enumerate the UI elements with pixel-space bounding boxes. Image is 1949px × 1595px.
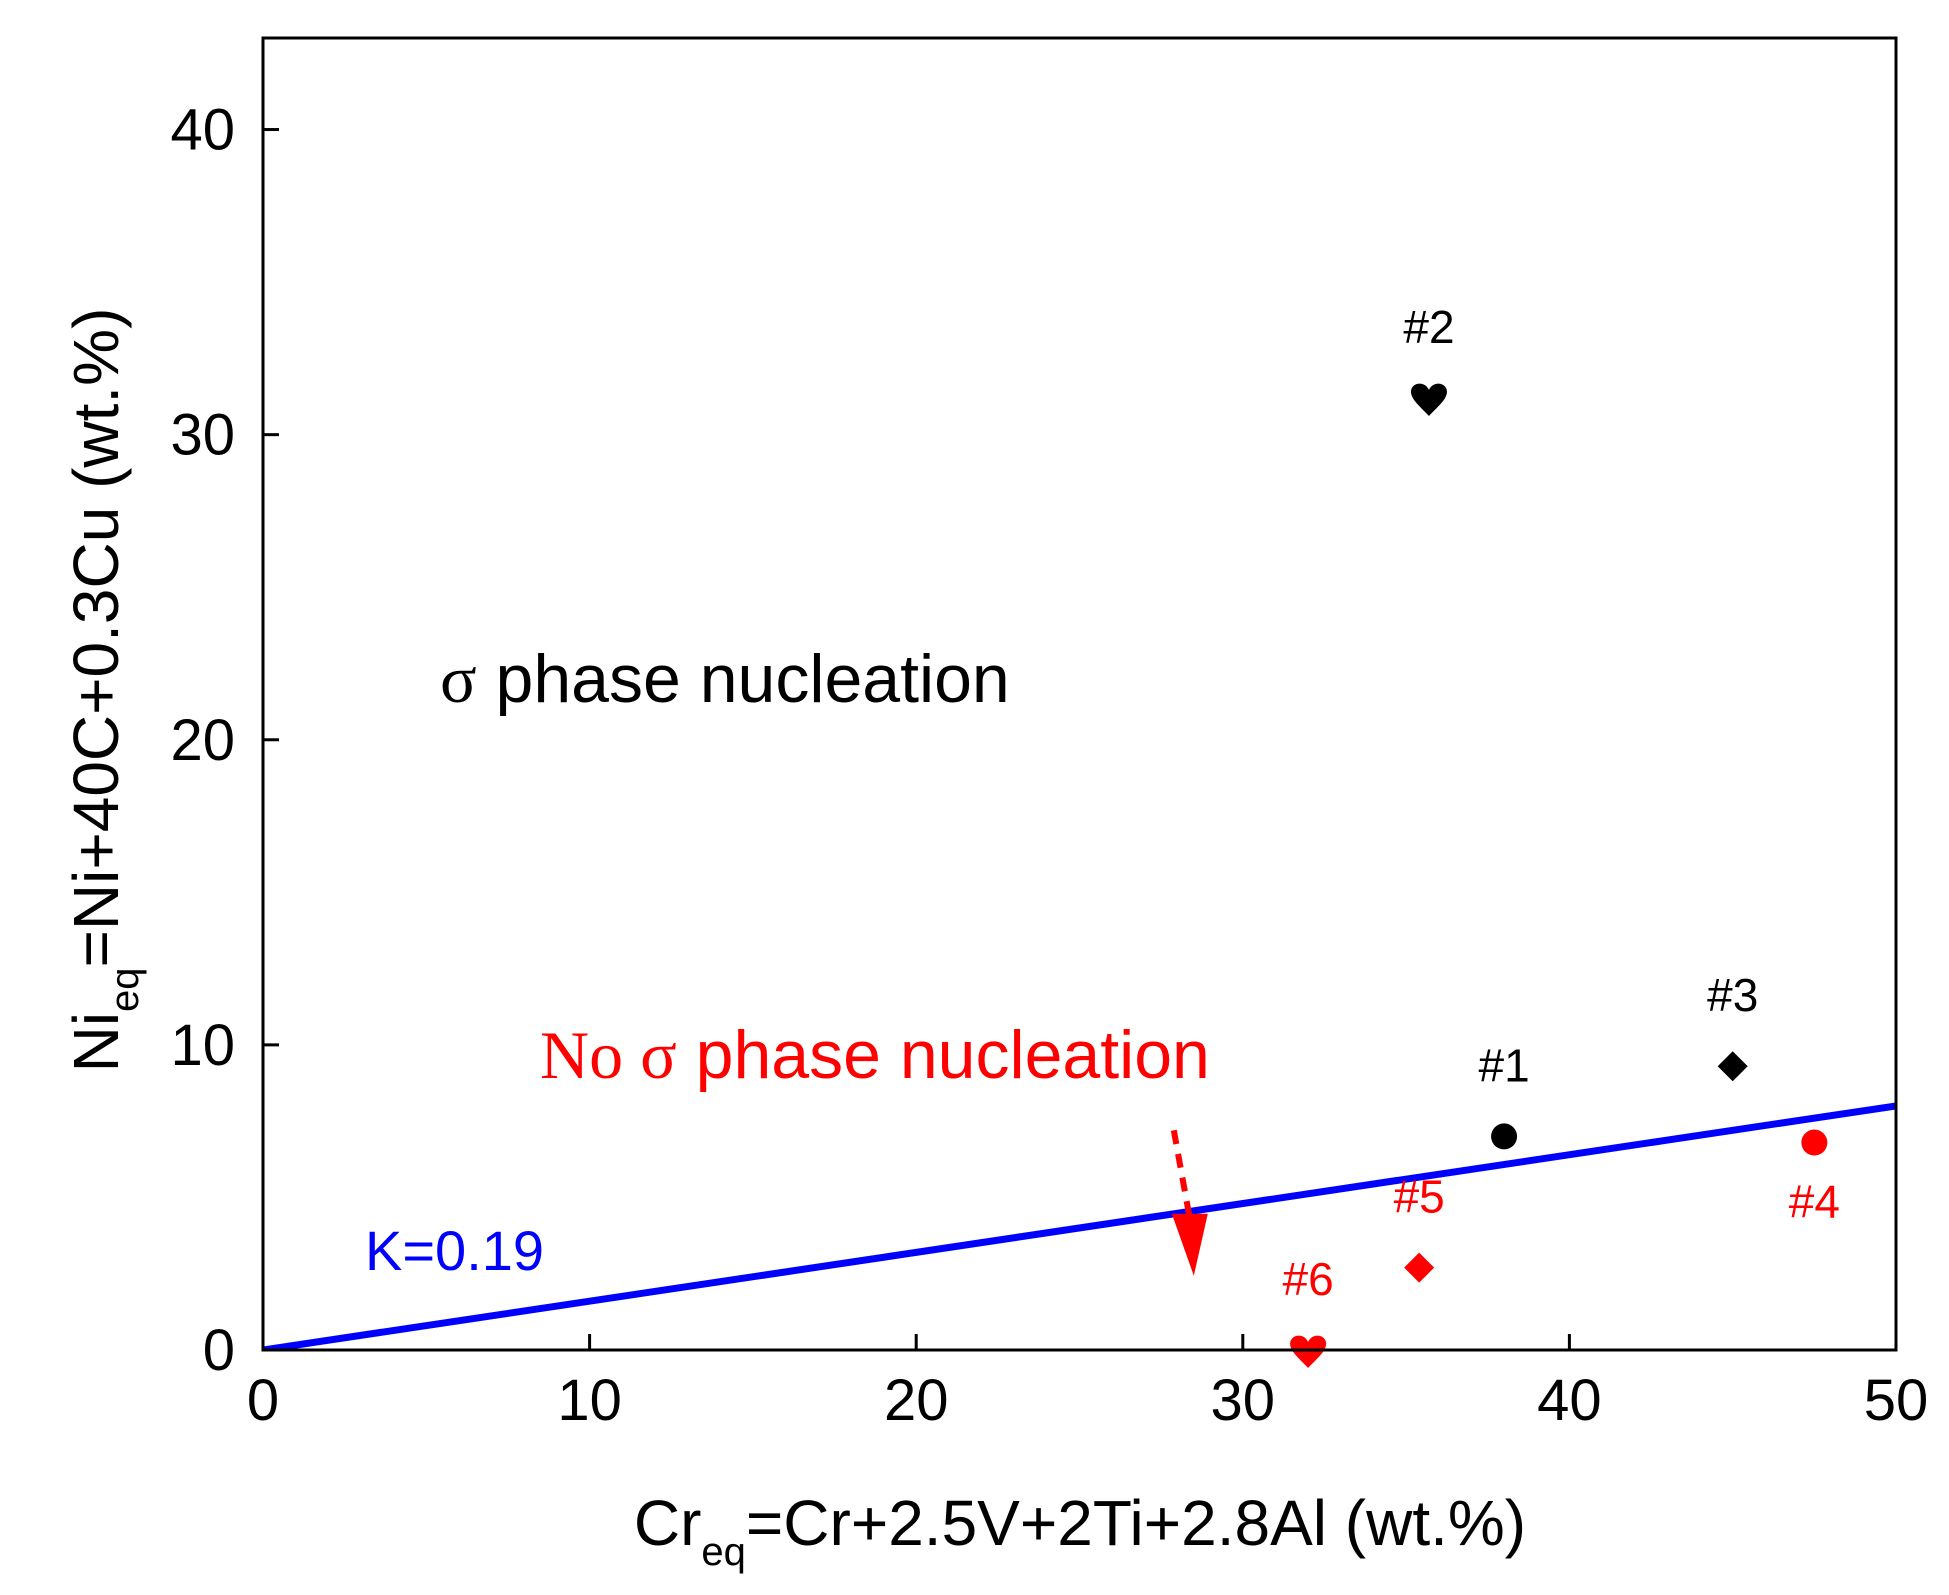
region-label-sigma: σ phase nucleation (440, 641, 1010, 717)
point-labels: #1 #2 #3 #4 #5 #6 (1283, 301, 1840, 1305)
diamond-marker (1404, 1252, 1435, 1283)
x-tick-label: 30 (1211, 1368, 1276, 1433)
data-points (1290, 383, 1828, 1368)
diamond-marker (1717, 1051, 1748, 1082)
x-tick-label: 0 (247, 1368, 279, 1433)
arrow-head (1171, 1213, 1208, 1276)
axis-tick-labels: 0 10 20 30 40 50 0 10 20 30 40 (170, 98, 1928, 1433)
x-axis-title: Creq=Cr+2.5V+2Ti+2.8Al (wt.%) (634, 1487, 1526, 1574)
point-label: #6 (1283, 1253, 1334, 1305)
y-tick-label: 0 (203, 1318, 235, 1383)
k-line (263, 1102, 1896, 1350)
arrow-shaft (1170, 1129, 1193, 1220)
x-tick-label: 40 (1537, 1368, 1602, 1433)
y-tick-label: 30 (170, 403, 235, 468)
y-tick-label: 20 (170, 708, 235, 773)
point-label: #4 (1789, 1176, 1840, 1228)
circle-marker (1491, 1123, 1518, 1150)
axis-ticks (261, 128, 1898, 1352)
k-line-label: K=0.19 (365, 1219, 544, 1282)
x-tick-label: 50 (1864, 1368, 1929, 1433)
heart-marker (1410, 383, 1447, 417)
point-label: #5 (1394, 1171, 1445, 1223)
red-arrow (1170, 1129, 1208, 1276)
x-tick-label: 10 (557, 1368, 622, 1433)
y-axis-title: Nieq=Ni+40C+0.3Cu (wt.%) (60, 308, 147, 1073)
point-label: #2 (1403, 301, 1454, 353)
heart-marker (1290, 1335, 1327, 1368)
region-label-no-sigma: No σ phase nucleation (540, 1017, 1210, 1093)
circle-marker (1801, 1129, 1828, 1156)
x-tick-label: 20 (884, 1368, 949, 1433)
plot-frame (261, 36, 1898, 1352)
y-tick-label: 10 (170, 1013, 235, 1078)
y-tick-label: 40 (170, 98, 235, 163)
point-label: #1 (1478, 1039, 1529, 1091)
point-label: #3 (1707, 969, 1758, 1021)
